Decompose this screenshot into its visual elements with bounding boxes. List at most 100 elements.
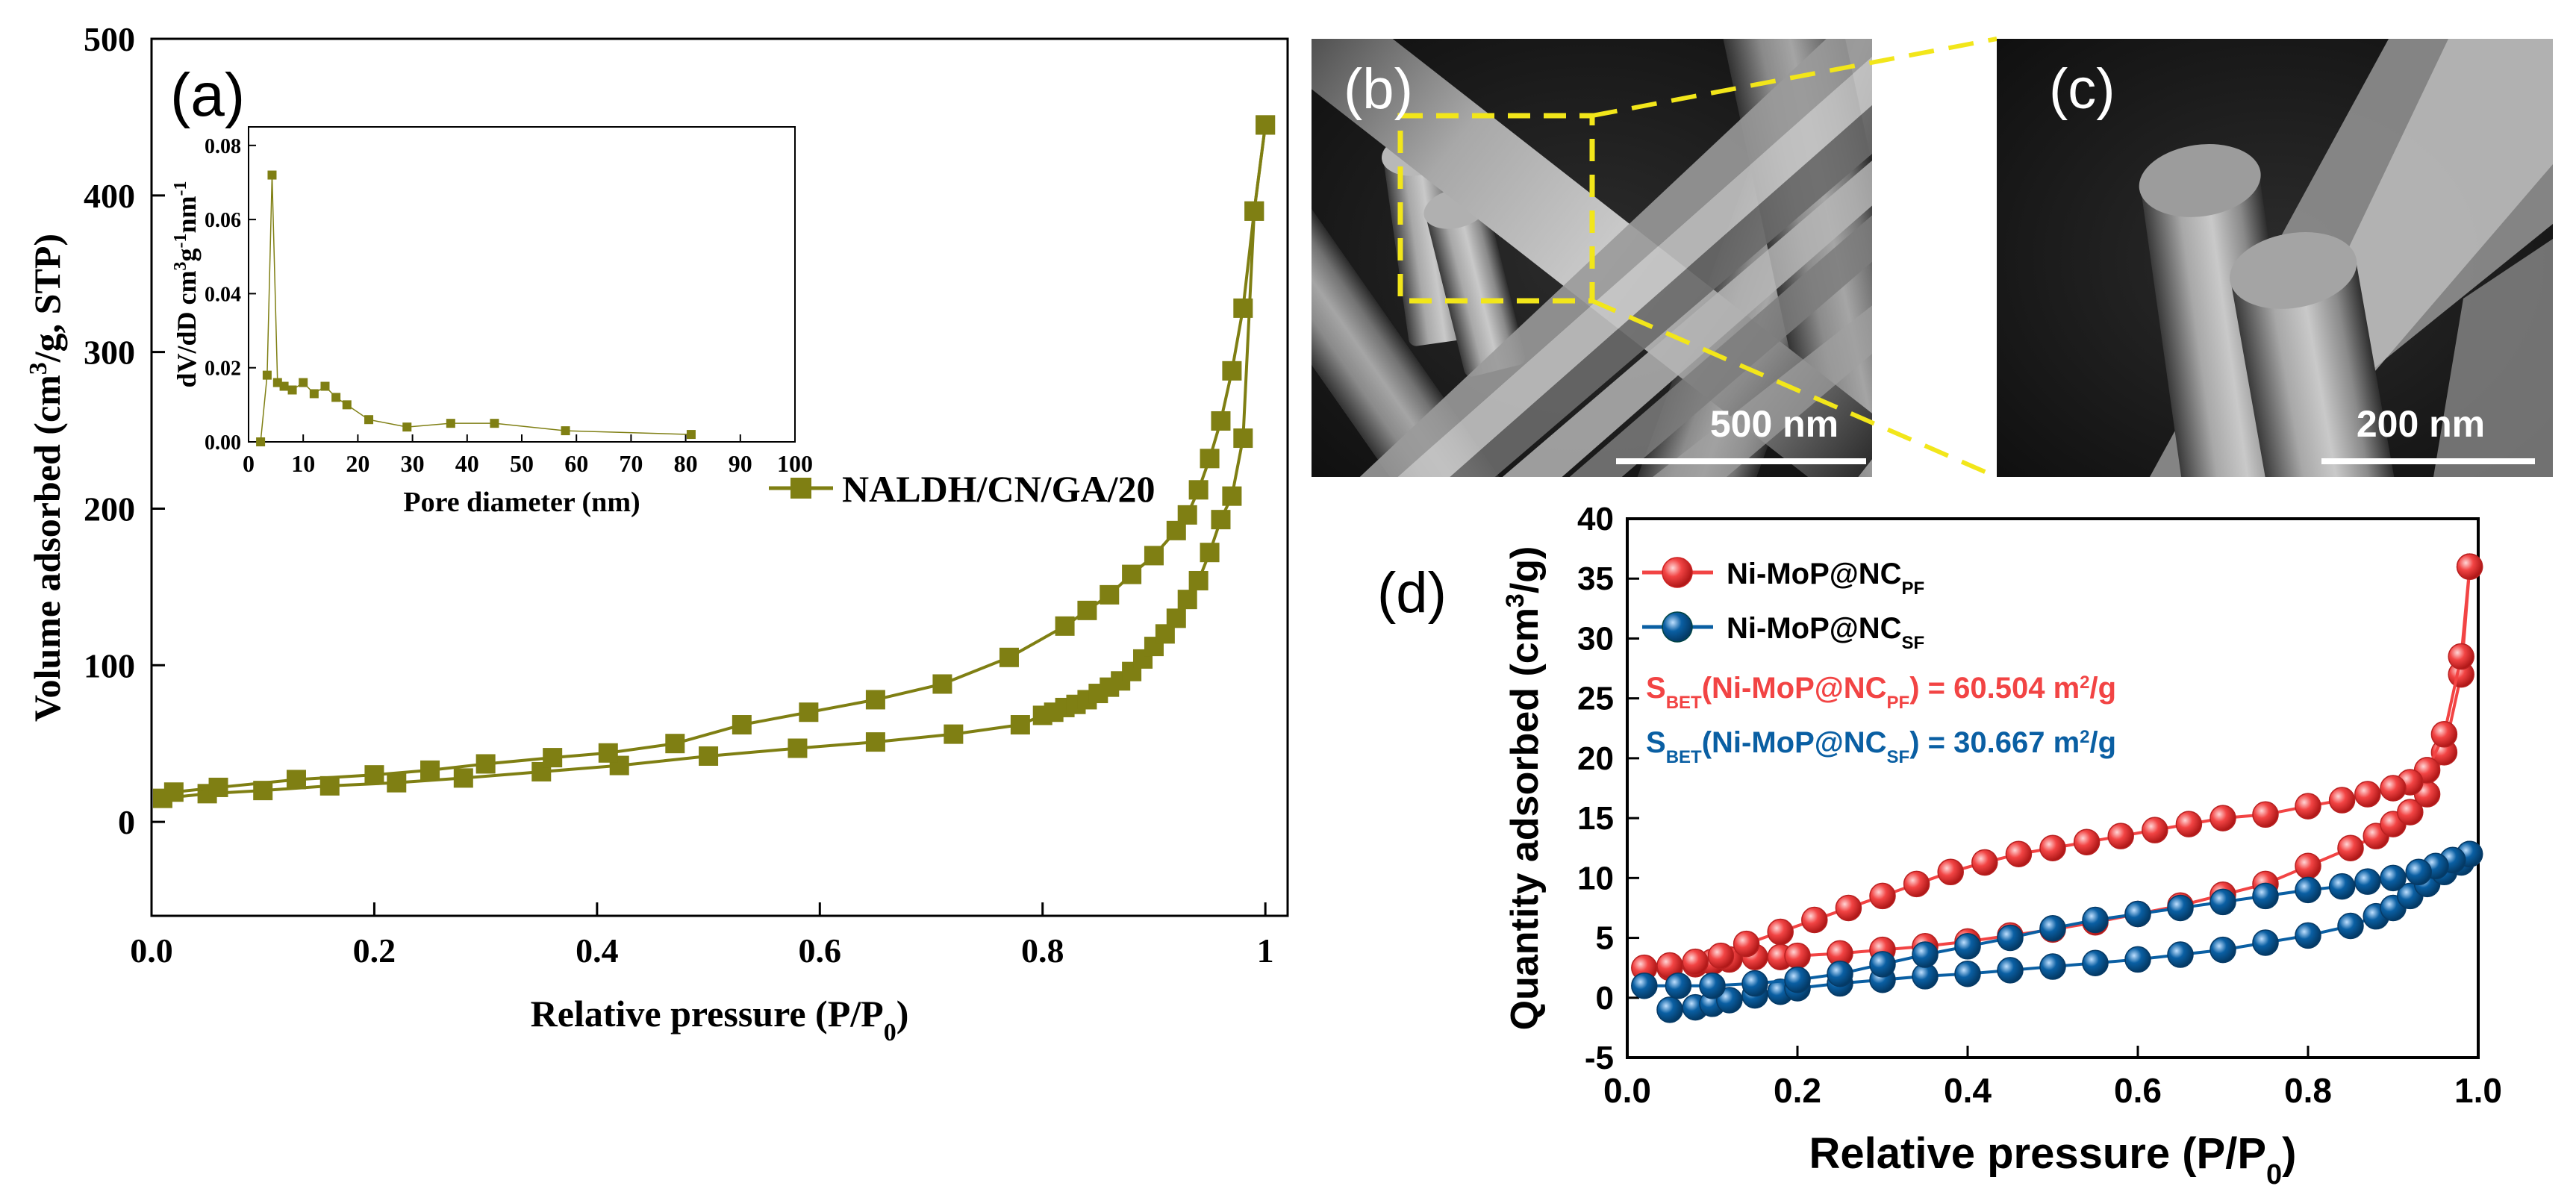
inset-y-tick-label: 0.00 (205, 431, 241, 455)
panel-d-y-tick-label: 20 (1577, 740, 1614, 777)
panel-d-point (1903, 870, 1930, 898)
panel-d-point (2209, 936, 2236, 964)
panel-d-point (2039, 914, 2066, 942)
panel-d-point (1656, 996, 1683, 1023)
panel-a-point-desorption (1166, 520, 1186, 540)
panel-d-point (1784, 966, 1811, 993)
inset-point (490, 419, 499, 428)
panel-d-point (2082, 906, 2109, 934)
panel-a-point-desorption (1144, 546, 1164, 566)
inset-y-tick-label: 0.04 (205, 283, 241, 306)
panel-a-point-adsorption (1233, 428, 1253, 449)
panel-d-point (2082, 949, 2109, 976)
panel-d-point (1707, 942, 1735, 970)
panel-a-series (152, 115, 1276, 808)
panel-d-point (2337, 834, 2364, 861)
panel-a-x-ticks: 0.0 0.2 0.4 0.6 0.8 1 (130, 902, 1274, 970)
panel-d-point (1767, 918, 1794, 946)
inset-point (309, 389, 319, 399)
panel-d-label: (d) (1377, 561, 1447, 625)
panel-b-short-rod-2 (1426, 198, 1526, 377)
panel-d-point (2295, 922, 2321, 949)
panel-d-point (1699, 972, 1726, 999)
panel-d-point (2295, 876, 2321, 904)
panel-d-point (1937, 858, 1964, 886)
panel-d-y-tick-label: 15 (1577, 800, 1614, 837)
panel-c-label: (c) (2049, 57, 2115, 121)
panel-a-inset: 0 10 20 30 40 50 60 70 80 90 100 0.000.020.040.060… (171, 126, 813, 518)
panel-d-y-tick-label: 10 (1577, 860, 1614, 896)
panel-a-y-tick-label: 200 (84, 490, 135, 528)
panel-d-point (1954, 960, 1981, 987)
panel-d-y-tick-label: -5 (1585, 1040, 1614, 1076)
panel-a-x-tick-label: 0.6 (799, 931, 842, 970)
panel-a-point-desorption (475, 754, 496, 774)
panel-d-point (1801, 906, 1828, 934)
panel-d-point (2209, 805, 2236, 831)
panel-d-point (2124, 946, 2151, 973)
panel-a-point-adsorption (944, 724, 964, 744)
inset-point (686, 430, 696, 440)
panel-d-x-tick-label: 0.0 (1603, 1071, 1651, 1110)
panel-a-x-tick-label: 0.4 (576, 931, 619, 970)
panel-d-y-tick-label: 0 (1596, 980, 1614, 1017)
panel-a-point-adsorption (865, 732, 885, 752)
panel-a-y-ticks: 0 100 200 300 400 500 (84, 20, 165, 841)
zoom-line-top (1591, 37, 1998, 118)
inset-point (279, 381, 289, 391)
inset-point (267, 170, 277, 180)
panel-a-point-adsorption (453, 768, 473, 788)
panel-d-x-ticks: 0.0 0.2 0.4 0.6 0.8 1.0 (1603, 1046, 2502, 1110)
panel-d-point (1741, 970, 1768, 997)
panel-b-selection-box (1397, 113, 1595, 304)
inset-y-axis-label: dV/dD cm3g-1nm-1 (171, 181, 202, 387)
panel-d-y-ticks: -5 0 5 10 15 20 25 30 35 40 (1577, 501, 1639, 1076)
panel-d-point (2175, 811, 2203, 837)
inset-point (262, 370, 272, 380)
panel-a-point-desorption (1256, 115, 1276, 135)
panel-a-point-desorption (1188, 480, 1209, 500)
panel-d-series (1631, 553, 2483, 1023)
panel-a-point-adsorption (1010, 715, 1030, 735)
panel-d-point (1682, 948, 1709, 976)
panel-d-point (1869, 951, 1896, 978)
inset-point (364, 415, 374, 425)
panel-d-point (2380, 775, 2407, 802)
panel-d-x-tick-label: 1.0 (2454, 1071, 2502, 1110)
inset-point (561, 426, 570, 436)
panel-a-point-desorption (543, 748, 563, 768)
panel-d-point (1716, 987, 1743, 1014)
panel-a-point-desorption (865, 690, 885, 710)
panel-a-legend-marker (790, 478, 811, 499)
panel-d-point (2167, 941, 2194, 968)
panel-a-point-desorption (1233, 298, 1253, 318)
panel-d-point (1631, 972, 1658, 999)
panel-d-point (2252, 929, 2279, 956)
panel-d-point (2252, 801, 2279, 828)
panel-a-legend: NALDH/CN/GA/20 (769, 468, 1155, 510)
inset-x-tick-label: 50 (510, 450, 534, 477)
panel-d-point (2209, 888, 2236, 916)
panel-d-legend: Ni-MoP@NCPF Ni-MoP@NCSF (1642, 557, 1924, 653)
panel-d-point (1954, 933, 1981, 960)
legend-marker-pf (1662, 557, 1693, 588)
panel-d-x-tick-label: 0.8 (2284, 1071, 2332, 1110)
panel-d-point (1912, 941, 1939, 968)
panel-a-point-adsorption (788, 738, 808, 758)
inset-x-tick-label: 20 (346, 450, 369, 477)
panel-a-point-desorption (1222, 361, 1242, 381)
panel-d-x-tick-label: 0.6 (2114, 1071, 2162, 1110)
panel-a-point-adsorption (699, 746, 719, 766)
panel-d-point (2328, 787, 2356, 814)
inset-point (320, 381, 330, 391)
panel-a-point-desorption (665, 734, 685, 754)
panel-d-point (2380, 864, 2407, 892)
panel-a-x-tick-label: 1 (1257, 931, 1274, 970)
panel-c-sem-image: 200 nm (c) (1997, 39, 2553, 477)
inset-series-line (260, 175, 691, 443)
panel-a-point-desorption (732, 715, 752, 735)
panel-d-point (1835, 894, 1862, 922)
panel-d-y-tick-label: 5 (1596, 920, 1614, 957)
